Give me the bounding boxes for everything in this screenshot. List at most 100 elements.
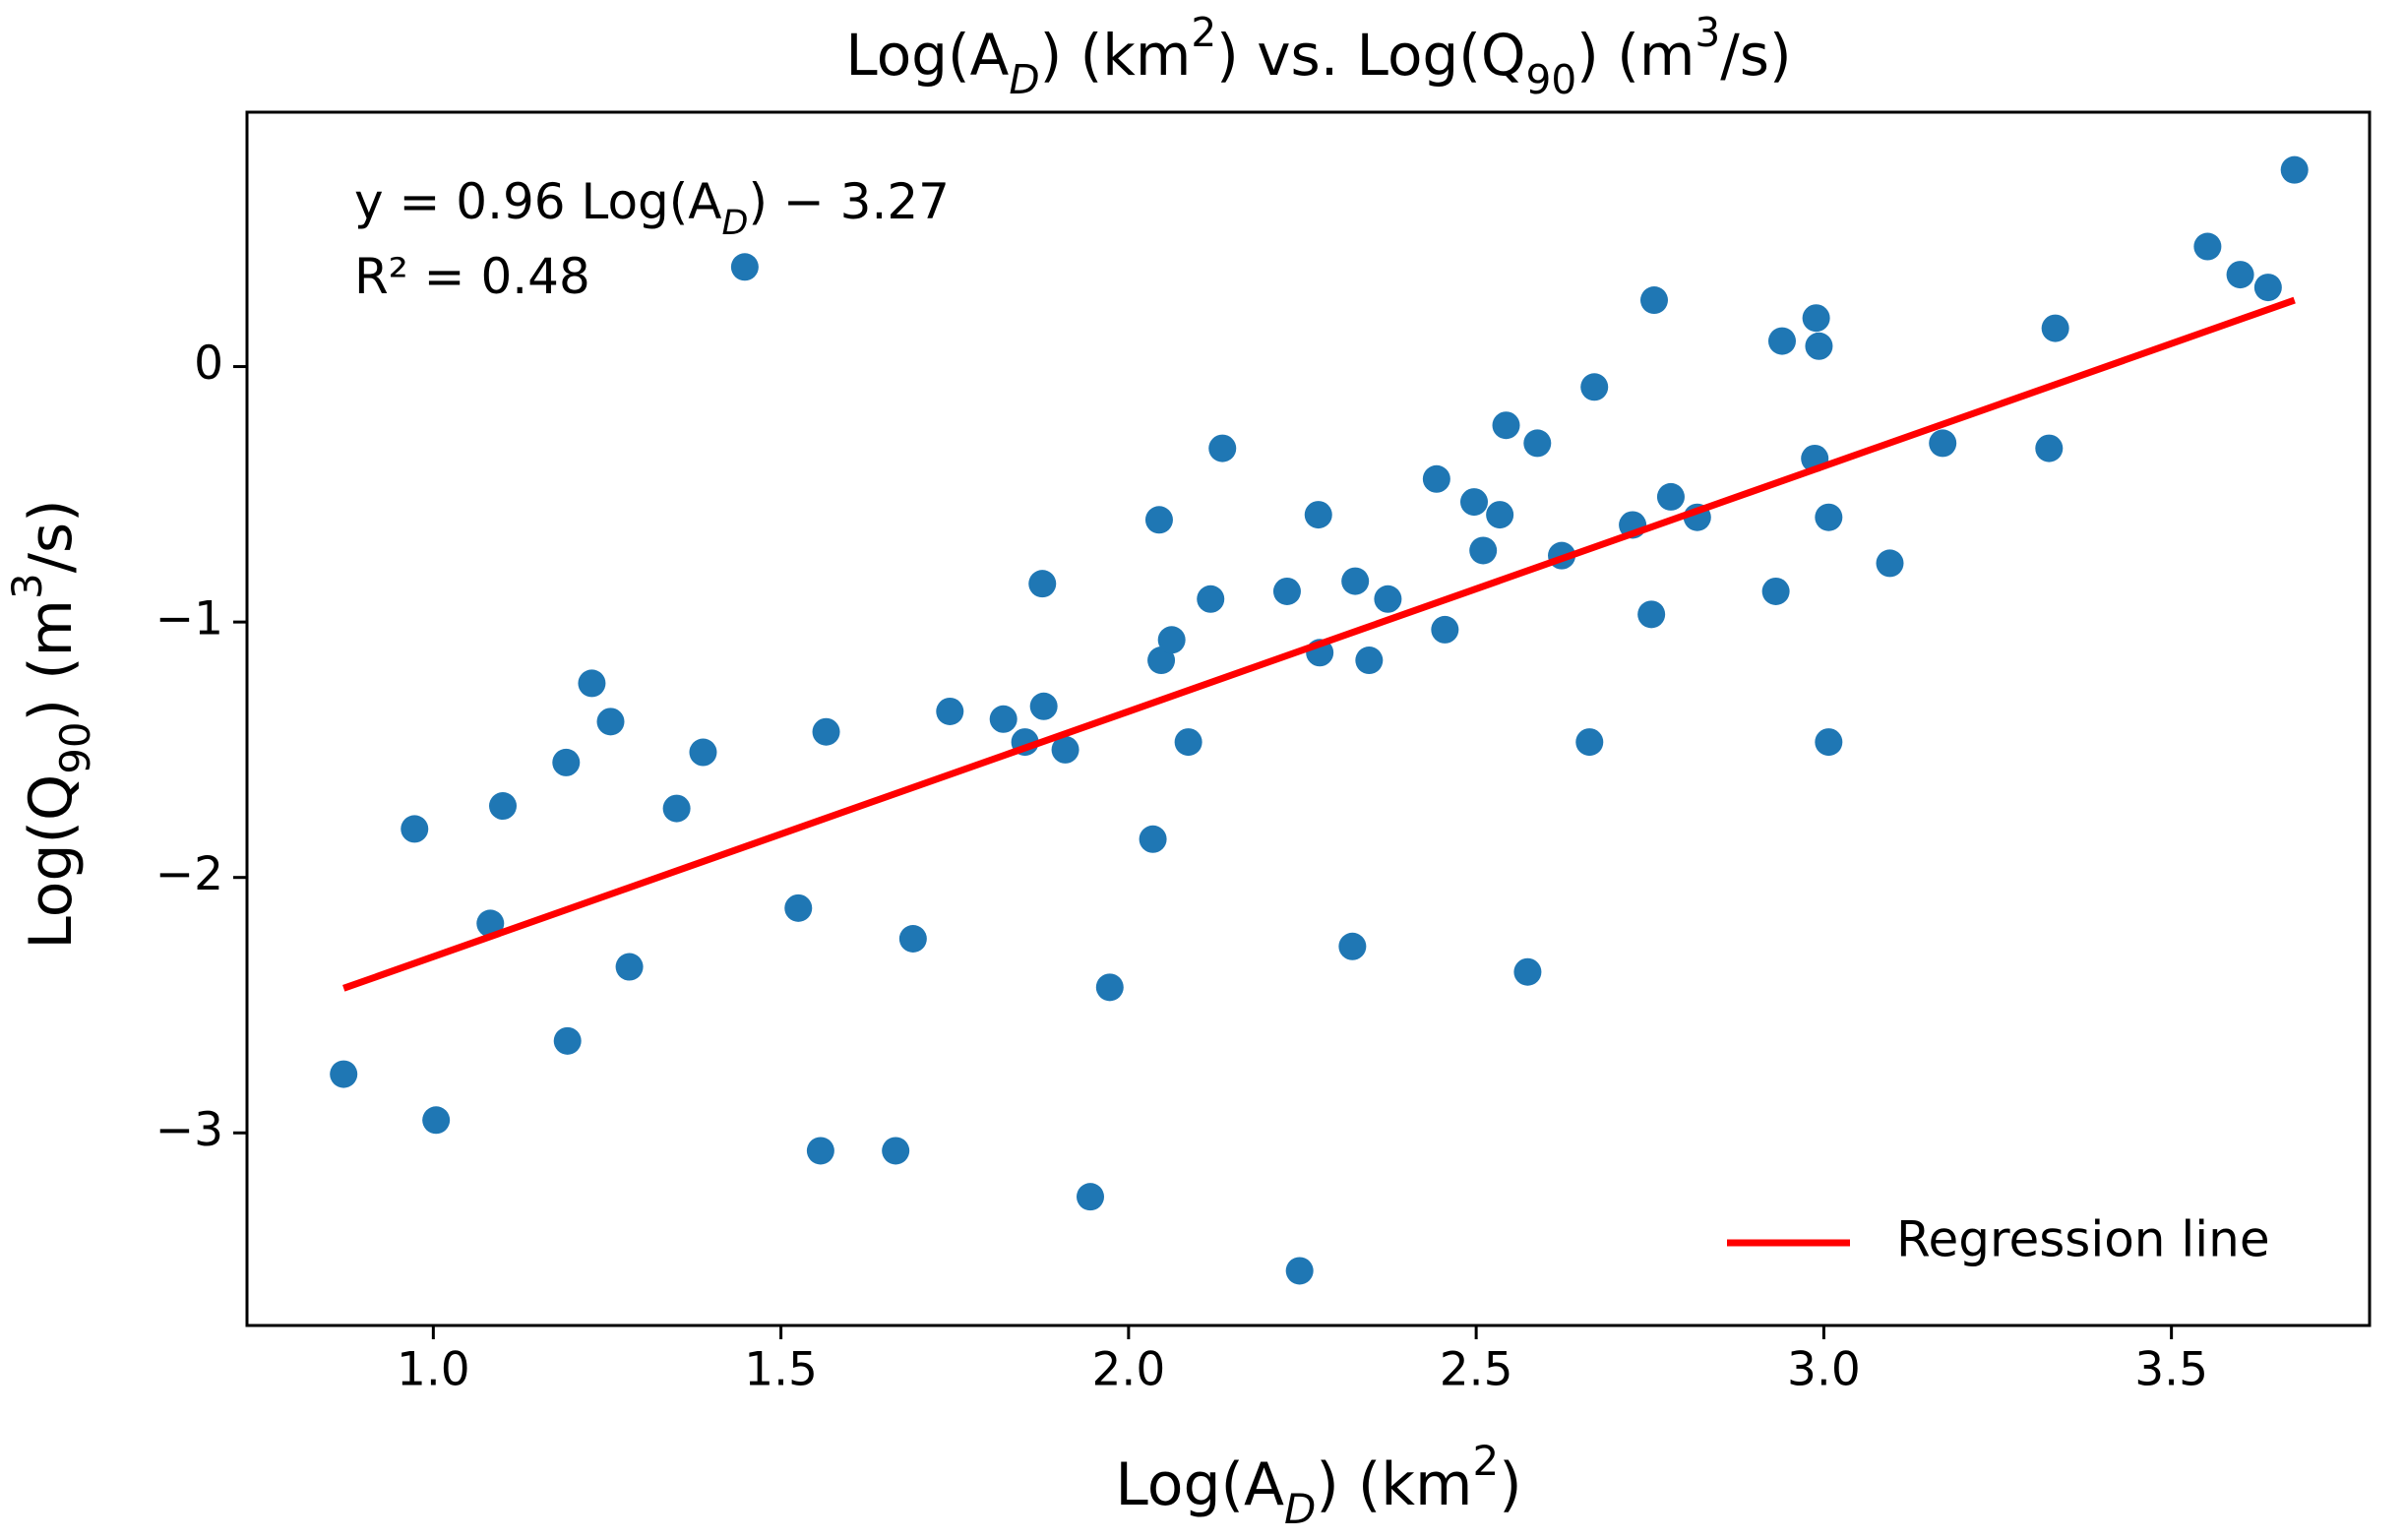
point: [1028, 570, 1057, 598]
text-part: ) (km: [1316, 1450, 1472, 1519]
point: [553, 1026, 582, 1055]
point: [1469, 536, 1498, 565]
point: [2035, 434, 2064, 462]
point: [1355, 647, 1384, 675]
point: [1208, 434, 1237, 462]
text-part: y = 0.96 Log(A: [354, 173, 722, 230]
point: [578, 669, 606, 698]
point: [784, 893, 813, 922]
point: [1815, 728, 1843, 757]
point: [1285, 1257, 1314, 1285]
x-tick-label: 3.5: [2134, 1343, 2208, 1397]
y-axis-label: Log(Q90) (m3/s): [3, 499, 99, 949]
point: [1580, 373, 1609, 401]
point: [936, 697, 964, 725]
point: [1802, 304, 1830, 333]
point: [1077, 1183, 1105, 1211]
point: [730, 253, 759, 281]
point: [1272, 577, 1301, 605]
point: [1139, 825, 1167, 853]
point: [1523, 429, 1552, 458]
point: [1805, 332, 1833, 360]
text-part: ) (km: [1040, 22, 1192, 89]
point: [552, 748, 581, 776]
text-part: /s): [1720, 22, 1791, 89]
point: [989, 705, 1018, 733]
point: [2280, 155, 2309, 184]
annotation: y = 0.96 Log(AD) − 3.27: [354, 173, 950, 244]
point: [1639, 286, 1668, 315]
point: [1637, 600, 1666, 629]
point: [1374, 585, 1402, 613]
point: [898, 924, 927, 953]
plot-frame: [245, 110, 2372, 1327]
legend-label: Regression line: [1896, 1211, 2270, 1268]
text-part: Log(A: [845, 22, 1009, 89]
text-part: 90: [51, 721, 99, 773]
x-tick-label: 2.0: [1091, 1343, 1165, 1397]
y-tick-label: 0: [194, 337, 223, 391]
text-part: ) (m: [1576, 22, 1695, 89]
point: [422, 1106, 451, 1135]
point: [1575, 728, 1604, 757]
annotation: R² = 0.48: [354, 248, 590, 305]
text-part: 2: [1472, 1437, 1499, 1485]
text-part: Log(A: [1115, 1450, 1284, 1519]
x-tick-label: 3.0: [1787, 1343, 1861, 1397]
x-tick-label: 1.5: [744, 1343, 818, 1397]
text-part: Log(Q: [17, 774, 86, 950]
y-tick-label: −3: [155, 1103, 223, 1157]
point: [662, 794, 691, 823]
point: [1341, 567, 1370, 595]
point: [1876, 549, 1904, 578]
chart-title: Log(AD) (km2) vs. Log(Q90) (m3/s): [845, 9, 1791, 103]
x-axis-label: Log(AD) (km2): [1115, 1437, 1521, 1533]
point: [330, 1060, 358, 1088]
point: [1460, 488, 1489, 517]
point: [806, 1137, 834, 1165]
point: [401, 815, 429, 843]
point: [1338, 932, 1367, 960]
text-part: ) (m: [17, 599, 86, 721]
text-part: ) vs. Log(Q: [1216, 22, 1525, 89]
text-part: 3: [3, 573, 51, 599]
x-tick-label: 2.5: [1440, 1343, 1513, 1397]
text-part: D: [1009, 56, 1039, 103]
text-part: 90: [1526, 56, 1577, 103]
point: [689, 738, 717, 767]
y-tick-label: −2: [155, 847, 223, 901]
text-part: ) − 3.27: [748, 173, 950, 230]
y-tick-label: −1: [155, 592, 223, 647]
point: [1761, 577, 1790, 605]
point: [2253, 274, 2282, 302]
point: [476, 909, 505, 938]
point: [1431, 615, 1459, 644]
text-part: 2: [1191, 9, 1216, 56]
point: [1422, 464, 1450, 493]
point: [1486, 501, 1514, 529]
text-part: D: [1284, 1485, 1316, 1533]
point: [1095, 973, 1124, 1002]
point: [1144, 506, 1173, 534]
point: [1174, 728, 1202, 757]
point: [882, 1137, 910, 1165]
text-part: /s): [17, 499, 86, 573]
point: [488, 792, 517, 821]
point: [1147, 647, 1176, 675]
point: [2041, 314, 2069, 342]
point: [596, 708, 625, 736]
point: [1492, 411, 1520, 440]
point: [1304, 501, 1332, 529]
point: [1157, 626, 1186, 654]
point: [1656, 482, 1685, 511]
x-tick-label: 1.0: [397, 1343, 470, 1397]
point: [2193, 232, 2222, 261]
point: [1929, 429, 1957, 458]
text-part: R² = 0.48: [354, 248, 590, 305]
point: [1815, 503, 1843, 531]
point: [1029, 692, 1058, 720]
point: [615, 953, 644, 981]
point: [1767, 327, 1796, 355]
